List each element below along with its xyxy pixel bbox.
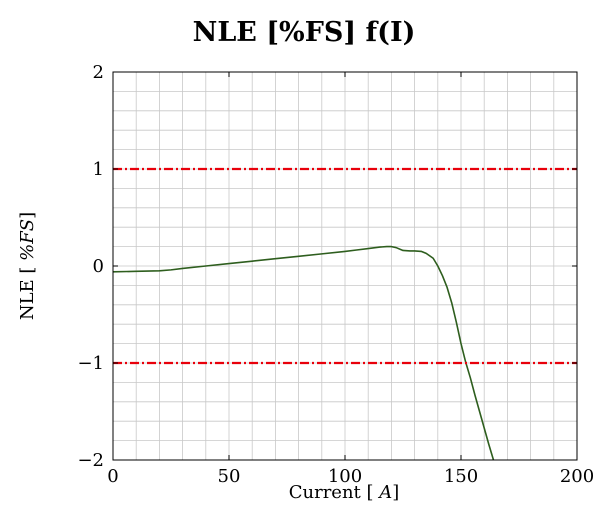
y-tick-label: 2 [93,62,104,83]
x-axis-label-text: Current [ [289,482,374,503]
x-tick-label: 200 [560,466,594,487]
axis-unit-close: ] [17,212,38,219]
grid [112,71,578,461]
y-axis-label: NLE [ %FS] [17,212,38,320]
chart-title: NLE [%FS] f(I) [193,17,416,48]
axis-unit: A [377,482,392,503]
y-axis-label-text: NLE [ [17,267,38,321]
axis-ticks: 0 50 100 150 200 −2 −1 0 1 2 [77,62,594,487]
x-tick-label: 0 [107,466,118,487]
x-tick-label: 100 [328,466,362,487]
nle-curve [112,245,495,461]
y-tick-label: −2 [77,450,104,471]
x-axis-label: Current [ A] [289,482,400,503]
axis-unit: %FS [17,219,38,261]
x-tick-label: 150 [444,466,478,487]
x-tick-label: 50 [218,466,241,487]
series-layer [112,167,577,461]
y-tick-label: −1 [77,353,104,374]
axis-unit-close: ] [392,482,399,503]
y-tick-label: 1 [93,159,104,180]
y-tick-label: 0 [93,256,104,277]
